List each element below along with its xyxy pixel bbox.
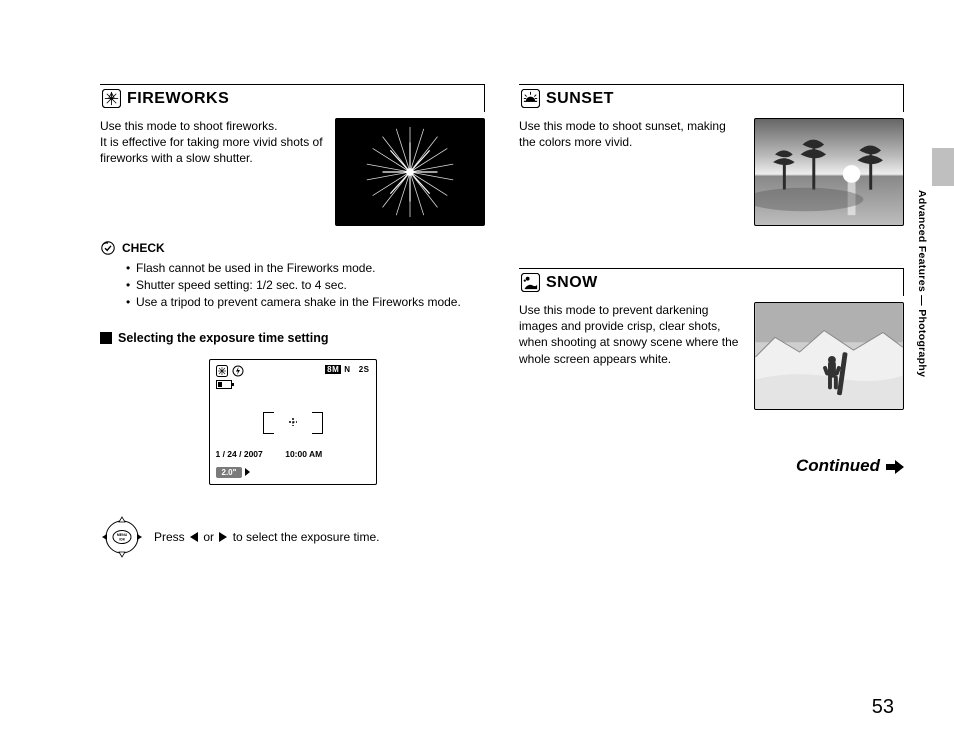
- fireworks-thumbnail: [335, 118, 485, 226]
- check-icon: [100, 240, 116, 256]
- check-label: CHECK: [122, 241, 165, 255]
- snow-icon: [521, 273, 540, 292]
- subheading-row: Selecting the exposure time setting: [100, 331, 485, 345]
- lcd-top-right: 8MN 2S: [325, 365, 369, 374]
- continued-label: Continued: [796, 456, 880, 476]
- snow-thumbnail: [754, 302, 904, 410]
- lcd-wrap: 8MN 2S: [100, 359, 485, 485]
- right-arrow-icon: [219, 532, 227, 542]
- snow-intro-text: Use this mode to prevent darkening image…: [519, 302, 744, 367]
- bullet-item: Shutter speed setting: 1/2 sec. to 4 sec…: [126, 277, 485, 293]
- section-head-snow: SNOW: [519, 268, 904, 296]
- check-heading: CHECK: [100, 240, 485, 256]
- mode-fireworks-mini-icon: [216, 364, 228, 376]
- fireworks-intro-text: Use this mode to shoot fireworks. It is …: [100, 118, 325, 167]
- left-arrow-icon: [190, 532, 198, 542]
- manual-page: Advanced Features — Photography: [0, 0, 954, 755]
- nav-dpad-icon: MENU /OK: [100, 515, 144, 559]
- snow-intro: Use this mode to prevent darkening image…: [519, 302, 904, 410]
- page-number: 53: [872, 696, 894, 719]
- battery-icon: [216, 380, 232, 389]
- svg-text:/OK: /OK: [119, 537, 126, 541]
- section-title-sunset: SUNSET: [546, 90, 614, 108]
- section-head-sunset: SUNSET: [519, 84, 904, 112]
- flash-off-mini-icon: [232, 364, 244, 376]
- black-square-icon: [100, 332, 112, 344]
- subheading: Selecting the exposure time setting: [118, 331, 328, 345]
- side-tab: [932, 148, 954, 186]
- columns: FIREWORKS Use this mode to shoot firewor…: [100, 84, 904, 559]
- focus-brackets-icon: [263, 408, 323, 436]
- check-bullets: Flash cannot be used in the Fireworks mo…: [126, 260, 485, 311]
- nav-instruction: MENU /OK Press or to select the exposu: [100, 515, 485, 559]
- exposure-value: 2.0": [216, 467, 243, 478]
- right-column: SUNSET Use this mode to shoot sunset, ma…: [519, 84, 904, 559]
- lcd-screen: 8MN 2S: [209, 359, 377, 485]
- lcd-time: 10:00 AM: [285, 449, 322, 459]
- section-breadcrumb: Advanced Features — Photography: [916, 190, 928, 377]
- arrow-right-icon: [886, 459, 904, 473]
- section-title-fireworks: FIREWORKS: [127, 90, 229, 108]
- section-title-snow: SNOW: [546, 274, 598, 292]
- lcd-date: 1 / 24 / 2007: [216, 449, 263, 459]
- fireworks-intro: Use this mode to shoot fireworks. It is …: [100, 118, 485, 226]
- svg-text:MENU: MENU: [117, 533, 128, 537]
- section-head-fireworks: FIREWORKS: [100, 84, 485, 112]
- left-column: FIREWORKS Use this mode to shoot firewor…: [100, 84, 485, 559]
- sunset-icon: [521, 89, 540, 108]
- lcd-exposure-indicator: 2.0": [216, 467, 251, 478]
- sunset-thumbnail: [754, 118, 904, 226]
- bullet-item: Use a tripod to prevent camera shake in …: [126, 294, 485, 310]
- sunset-intro-text: Use this mode to shoot sunset, making th…: [519, 118, 744, 150]
- nav-text: Press or to select the exposure time.: [154, 530, 379, 544]
- sunset-intro: Use this mode to shoot sunset, making th…: [519, 118, 904, 226]
- continued-indicator: Continued: [519, 456, 904, 476]
- bullet-item: Flash cannot be used in the Fireworks mo…: [126, 260, 485, 276]
- fireworks-icon: [102, 89, 121, 108]
- chevron-right-icon: [245, 468, 250, 476]
